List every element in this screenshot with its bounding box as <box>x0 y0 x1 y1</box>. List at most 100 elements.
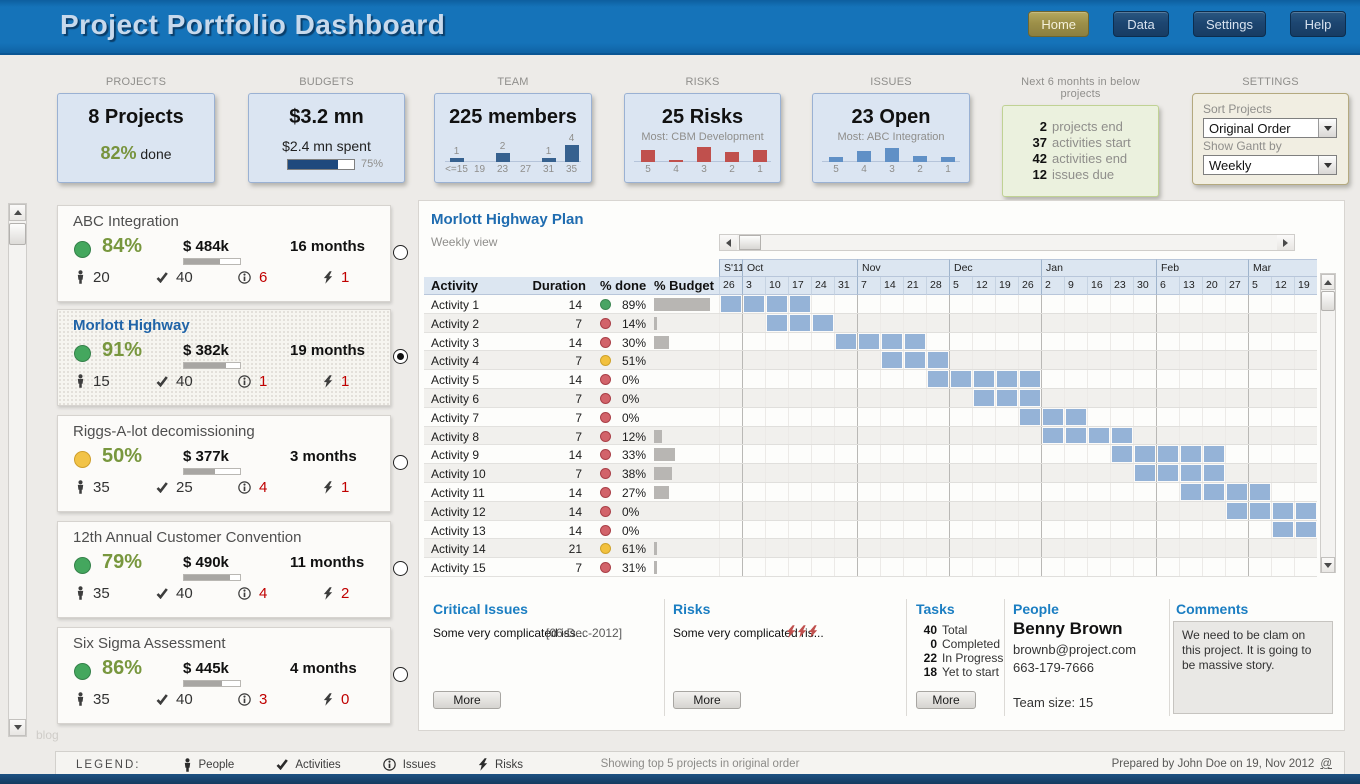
activity-budget-fill <box>654 542 657 556</box>
show-gantt-by-select[interactable]: Weekly <box>1203 155 1337 175</box>
gantt-cell <box>1225 464 1248 482</box>
project-list-scrollbar[interactable] <box>8 203 27 737</box>
gantt-cell <box>995 295 1018 313</box>
gantt-cell <box>765 520 788 539</box>
chart-bar <box>565 145 579 162</box>
activity-row: Activity 6 7 0% <box>424 389 719 408</box>
bolt-icon <box>786 625 796 638</box>
activity-done-percent: 31% <box>622 561 647 576</box>
project-percent-done: 79% <box>102 551 143 573</box>
gantt-cell <box>1041 313 1064 332</box>
project-card-1[interactable]: ABC Integration 84% $ 484k 16 months 20 40 6 1 <box>57 205 391 302</box>
gantt-cell <box>1018 426 1041 445</box>
gantt-cell <box>1087 313 1110 332</box>
gantt-cell <box>1133 313 1156 332</box>
gantt-week-label: 31 <box>834 277 857 295</box>
chart-category-label: 3 <box>889 164 895 175</box>
activity-budget-bar <box>654 392 718 405</box>
project-select-radio[interactable] <box>393 561 408 576</box>
activity-status-indicator <box>600 430 611 442</box>
gantt-bar-cell <box>926 351 949 370</box>
chart-category-label: 1 <box>757 164 763 175</box>
tasks-more-button[interactable]: More <box>916 691 976 709</box>
project-card-2[interactable]: Morlott Highway 91% $ 382k 19 months 15 40 1 1 <box>57 309 391 406</box>
scroll-down-button[interactable] <box>1321 557 1335 573</box>
gantt-cell <box>972 351 995 370</box>
project-select-radio[interactable] <box>393 245 408 260</box>
chart-bar <box>450 158 464 162</box>
gantt-cell <box>1064 464 1087 482</box>
gantt-row <box>719 332 1317 352</box>
project-card-4[interactable]: 12th Annual Customer Convention 79% $ 490k… <box>57 521 391 618</box>
critical-issues-more-button[interactable]: More <box>433 691 501 709</box>
scrollbar-thumb[interactable] <box>9 223 26 245</box>
gantt-cell <box>1133 389 1156 407</box>
project-select-radio[interactable] <box>393 455 408 470</box>
email-link[interactable]: @ <box>1320 758 1332 770</box>
show-gantt-by-dropdown-button[interactable] <box>1318 156 1336 174</box>
scrollbar-thumb[interactable] <box>1321 291 1335 311</box>
activity-budget-bar <box>654 561 718 575</box>
gantt-cell <box>1225 295 1248 313</box>
gantt-cell <box>1064 520 1087 539</box>
chart-category-label: 2 <box>729 164 735 175</box>
chart-bar-value: 1 <box>453 146 460 157</box>
project-issues-count-value: 1 <box>259 372 268 390</box>
gantt-cell <box>903 313 926 332</box>
gantt-cell <box>811 389 834 407</box>
activity-name: Activity 7 <box>431 410 480 425</box>
gantt-cell <box>1271 389 1294 407</box>
activity-duration: 7 <box>575 429 582 444</box>
project-select-radio[interactable] <box>393 349 408 364</box>
gantt-cell <box>949 464 972 482</box>
scroll-up-button[interactable] <box>1321 274 1335 290</box>
project-percent-done: 84% <box>102 235 143 257</box>
sort-projects-dropdown-button[interactable] <box>1318 119 1336 137</box>
activity-done-percent: 0% <box>622 504 640 519</box>
gantt-cell <box>1110 295 1133 313</box>
sort-projects-select[interactable]: Original Order <box>1203 118 1337 138</box>
nav-button-settings[interactable]: Settings <box>1193 11 1266 37</box>
gantt-cell <box>880 464 903 482</box>
gantt-vertical-scrollbar[interactable] <box>1320 273 1336 573</box>
nav-button-home[interactable]: Home <box>1028 11 1090 37</box>
nav-button-data[interactable]: Data <box>1113 11 1170 37</box>
gantt-cell <box>1133 558 1156 576</box>
gantt-cell <box>834 558 857 576</box>
check-icon <box>156 481 168 493</box>
project-duration: 11 months <box>290 554 365 571</box>
project-card-5[interactable]: Six Sigma Assessment 86% $ 445k 4 months 35 4… <box>57 627 391 724</box>
gantt-cell <box>719 445 742 464</box>
tasks-heading: Tasks <box>916 601 955 617</box>
gantt-cell <box>903 558 926 576</box>
activity-status-indicator <box>600 317 611 329</box>
activity-row: Activity 11 14 27% <box>424 483 719 502</box>
gantt-cell <box>1294 389 1317 407</box>
project-title: Morlott Highway <box>73 317 190 334</box>
scroll-left-button[interactable] <box>720 235 737 250</box>
gantt-cell <box>765 426 788 445</box>
project-select-radio[interactable] <box>393 667 408 682</box>
gantt-cell <box>1156 501 1179 520</box>
person-icon <box>76 374 85 388</box>
risks-more-button[interactable]: More <box>673 691 741 709</box>
project-budget: $ 484k <box>183 238 229 255</box>
project-percent-done: 91% <box>102 339 143 361</box>
gantt-cell <box>857 407 880 426</box>
scroll-right-button[interactable] <box>1277 235 1294 250</box>
scrollbar-thumb[interactable] <box>739 235 761 250</box>
scroll-up-button[interactable] <box>9 204 26 221</box>
project-card-3[interactable]: Riggs-A-lot decomissioning 50% $ 377k 3 mon… <box>57 415 391 512</box>
nav-button-help[interactable]: Help <box>1290 11 1346 37</box>
gantt-cell <box>949 389 972 407</box>
activity-duration: 14 <box>568 448 582 463</box>
project-title: Six Sigma Assessment <box>73 635 226 652</box>
kpi-projects-card: 8 Projects 82% done <box>57 93 215 183</box>
col-duration: Duration <box>532 278 586 293</box>
scroll-down-button[interactable] <box>9 719 26 736</box>
gantt-horizontal-scrollbar[interactable] <box>719 234 1295 251</box>
gantt-bar-cell <box>972 389 995 407</box>
kpi-next6-label: Next 6 monhts in below projects <box>1021 76 1140 100</box>
activity-name: Activity 2 <box>431 316 480 331</box>
activity-status-indicator <box>600 393 611 404</box>
